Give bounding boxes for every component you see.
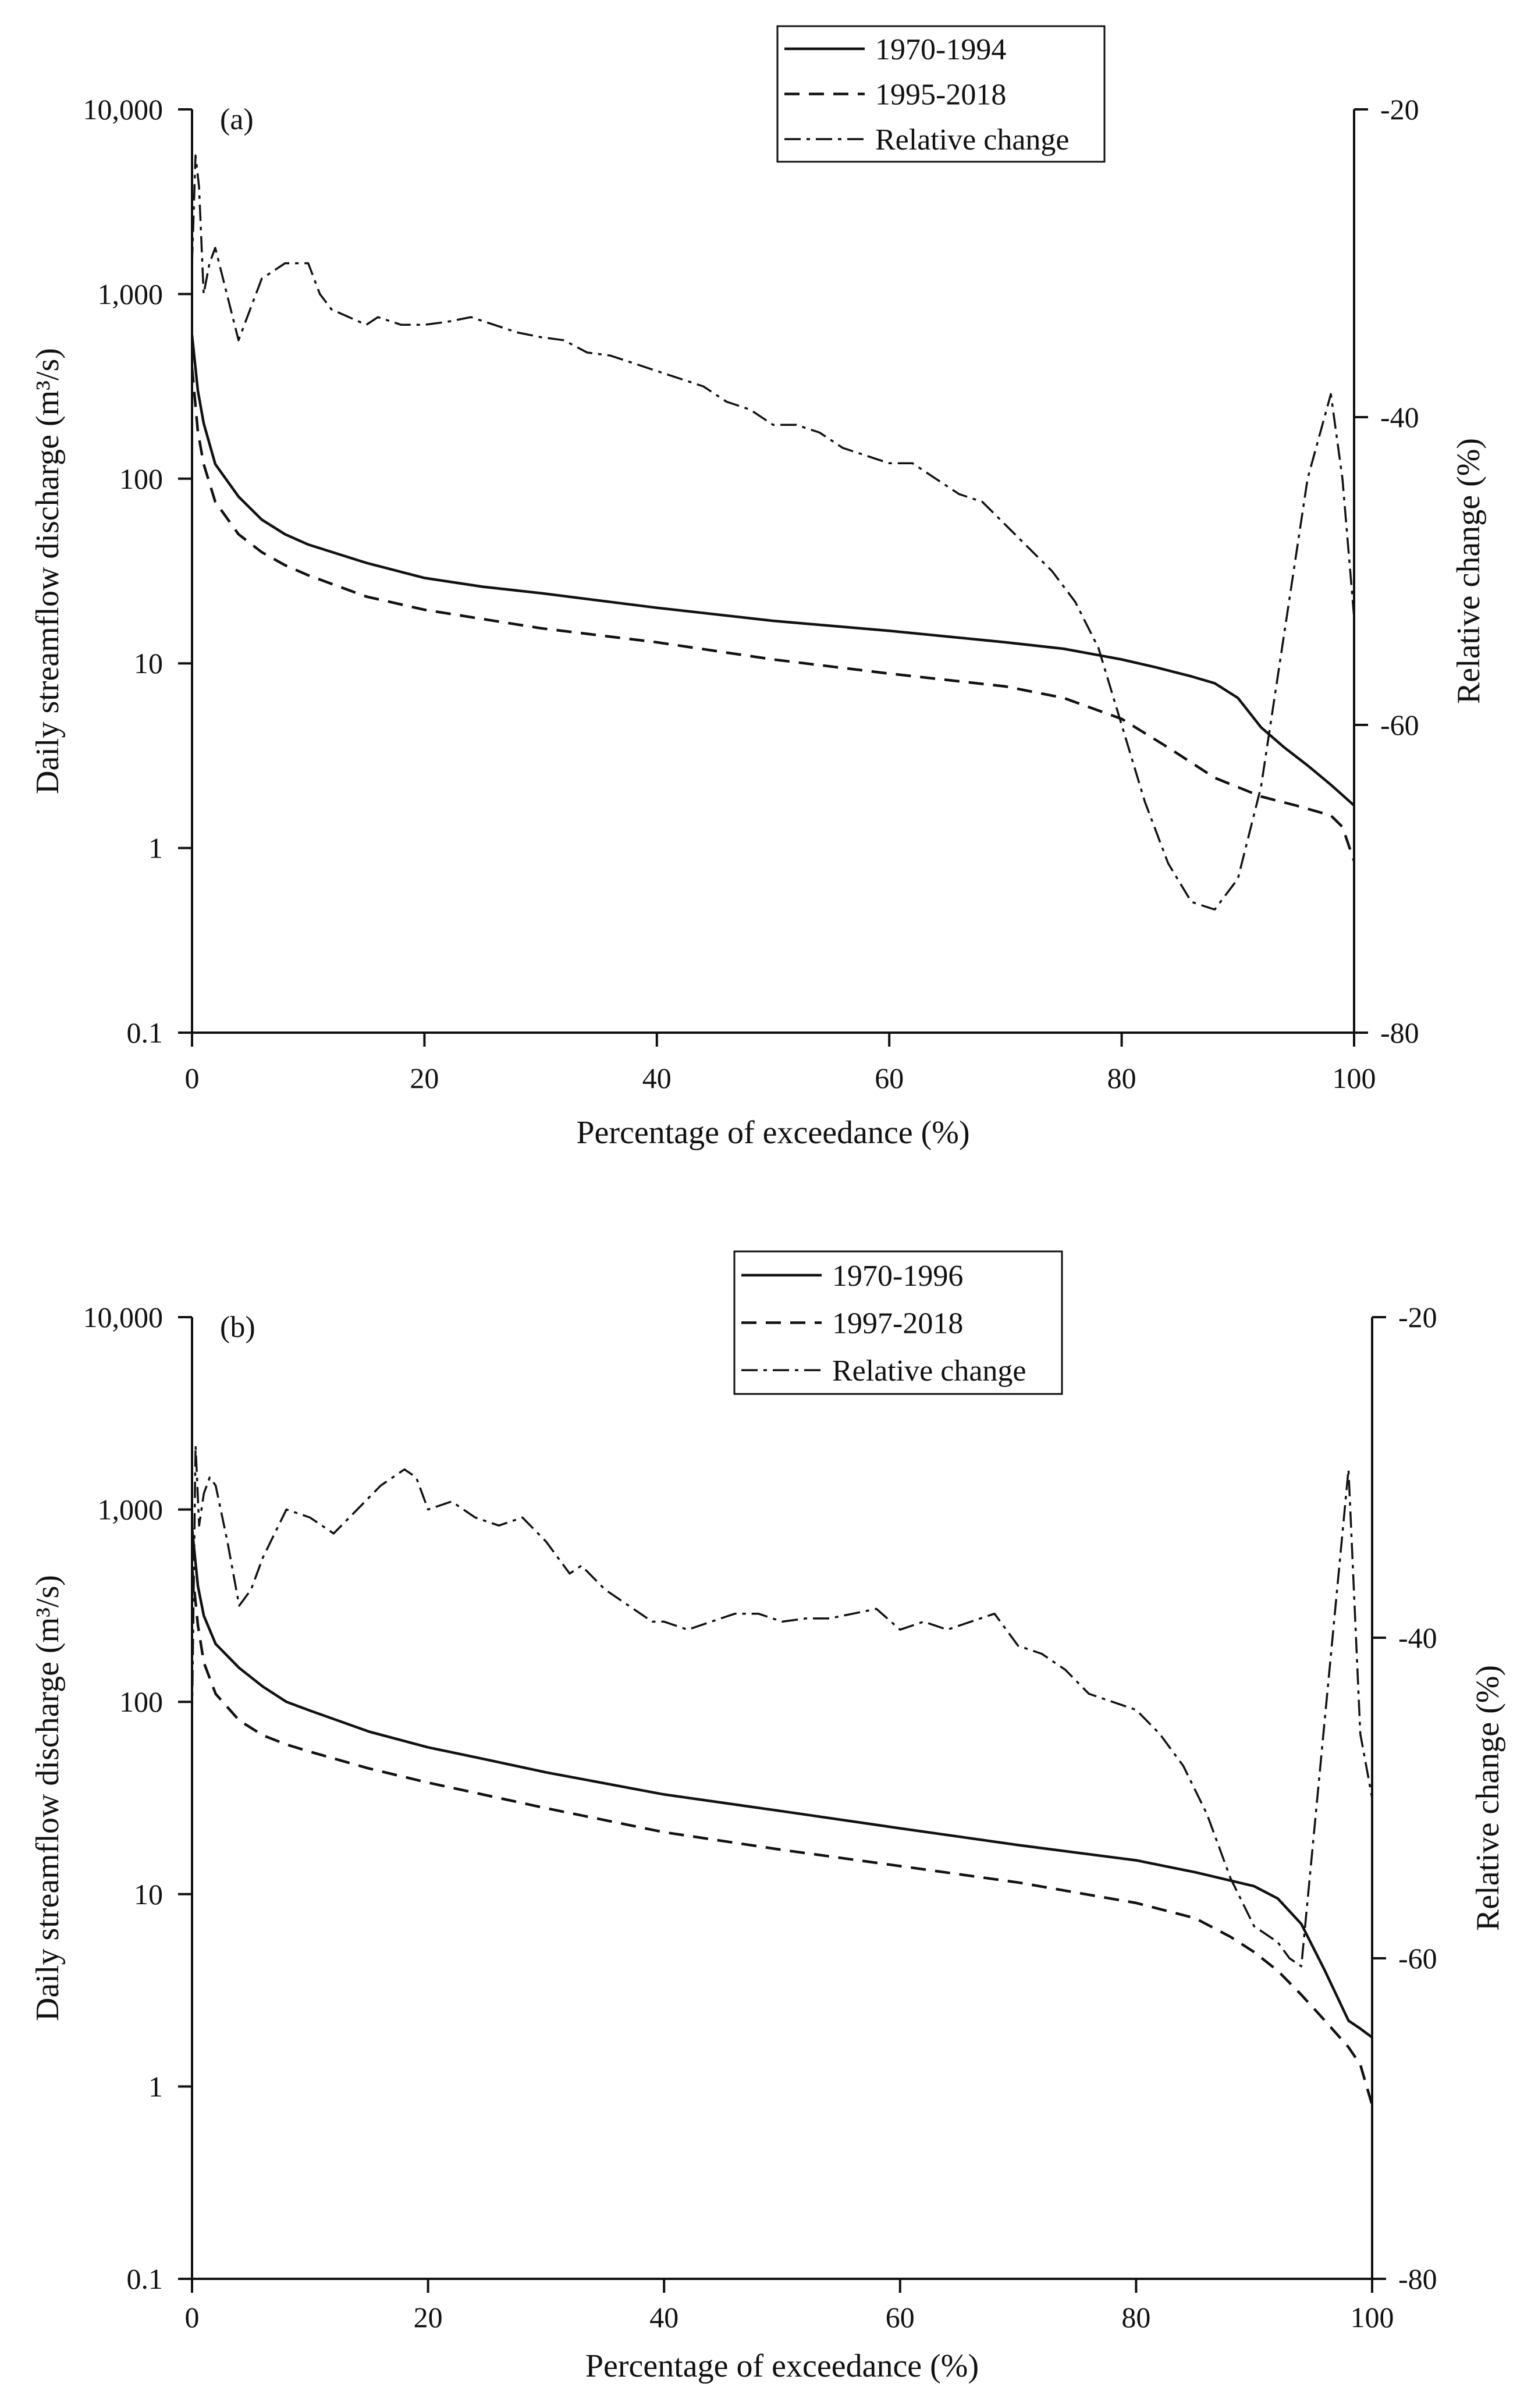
x-tick-label: 60 <box>886 2301 915 2334</box>
y-right-tick-label: -40 <box>1380 401 1419 433</box>
y-right-tick-label: -20 <box>1380 93 1419 126</box>
y-left-tick-label: 1 <box>148 2070 163 2103</box>
y-axis-title-left: Daily streamflow discharge (m³/s) <box>30 348 66 794</box>
y-left-tick-label: 10 <box>134 1878 163 1911</box>
x-tick-label: 100 <box>1351 2301 1394 2334</box>
y-right-tick-label: -60 <box>1398 1942 1437 1975</box>
chart-panel-b: 0 20 40 60 80 100 10,000 1,000 100 10 1 0.1 -20 -40 -6… <box>30 1250 1506 2384</box>
legend-label-2: Relative change <box>832 1354 1026 1388</box>
x-tick-label: 40 <box>642 1062 672 1094</box>
series-line-1 <box>192 367 1354 862</box>
y-axis-title-right: Relative change (%) <box>1470 1665 1506 1931</box>
y-right-tick-label: -40 <box>1398 1621 1437 1654</box>
y-left-tick-label: 1 <box>148 832 163 865</box>
x-tick-label: 80 <box>1107 1062 1136 1094</box>
legend-label-1: 1997-2018 <box>832 1307 963 1340</box>
legend-label-2: Relative change <box>875 123 1070 156</box>
series-line-2 <box>192 154 1354 911</box>
y-left-tick-label: 1,000 <box>98 1493 164 1526</box>
x-axis-title: Percentage of exceedance (%) <box>585 2348 979 2384</box>
panel-label: (b) <box>220 1311 255 1344</box>
legend-label-0: 1970-1994 <box>875 33 1006 66</box>
y-left-tick-label: 100 <box>119 1685 163 1718</box>
y-left-tick-label: 10,000 <box>83 1301 164 1333</box>
x-axis-title: Percentage of exceedance (%) <box>576 1115 969 1151</box>
y-axis-title-right: Relative change (%) <box>1451 438 1487 704</box>
y-right-tick-label: -80 <box>1398 2263 1437 2295</box>
y-axis-title-left: Daily streamflow discharge (m³/s) <box>30 1575 66 2021</box>
panel-label: (a) <box>220 103 254 136</box>
x-tick-label: 20 <box>414 2301 443 2334</box>
y-left-tick-label: 0.1 <box>127 2263 164 2295</box>
x-tick-label: 60 <box>875 1062 904 1094</box>
series-line-0 <box>192 335 1354 807</box>
legend-label-1: 1995-2018 <box>875 79 1006 112</box>
y-left-tick-label: 10 <box>134 647 163 680</box>
x-tick-label: 100 <box>1333 1062 1376 1094</box>
x-tick-label: 0 <box>185 1062 200 1094</box>
x-tick-label: 80 <box>1121 2301 1150 2334</box>
y-left-tick-label: 10,000 <box>83 93 164 126</box>
y-left-tick-label: 0.1 <box>127 1016 164 1049</box>
x-tick-label: 40 <box>649 2301 678 2334</box>
y-right-tick-label: -80 <box>1380 1016 1419 1049</box>
y-left-tick-label: 1,000 <box>98 278 164 310</box>
y-left-tick-label: 100 <box>119 463 163 495</box>
x-tick-label: 20 <box>410 1062 439 1094</box>
y-right-tick-label: -60 <box>1380 709 1419 741</box>
series-line-1 <box>192 1567 1372 2106</box>
chart-panel-a: 0 20 40 60 80 100 10,000 1,000 100 10 1 0.1 -20 -40 -6… <box>30 25 1487 1151</box>
series-line-0 <box>192 1528 1372 2039</box>
series-line-2 <box>192 1444 1372 1968</box>
x-tick-label: 0 <box>185 2301 200 2334</box>
y-right-tick-label: -20 <box>1398 1301 1437 1333</box>
legend-label-0: 1970-1996 <box>832 1260 963 1293</box>
